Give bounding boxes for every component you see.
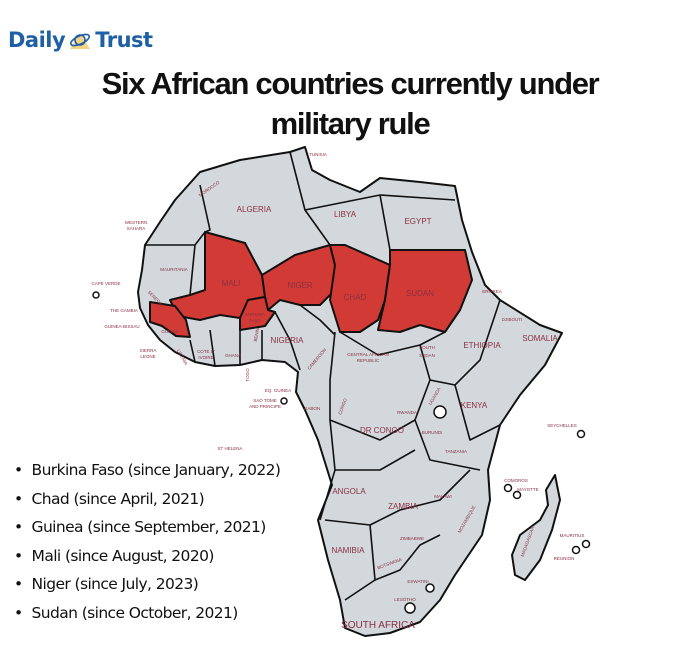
list-item: Sudan (since October, 2021) <box>14 599 280 628</box>
label-south-africa: SOUTH AFRICA <box>341 620 415 631</box>
label-namibia: NAMIBIA <box>332 546 366 555</box>
label-libya: LIBYA <box>334 210 357 219</box>
label-mayotte: MAYOTTE <box>517 487 538 492</box>
burkina-faso-region <box>239 296 276 331</box>
list-item: Mali (since August, 2020) <box>14 542 280 571</box>
label-benin: BENIN <box>253 328 260 342</box>
sudan-region <box>377 249 473 333</box>
logo-text-trust: Trust <box>95 28 153 52</box>
reunion-island <box>571 545 581 555</box>
label-mauritius: MAURITIUS <box>560 533 585 538</box>
title-line-1: Six African countries currently under <box>101 66 600 101</box>
guinea-region <box>149 301 191 338</box>
label-tunisia: TUNISIA <box>309 152 327 157</box>
sao-tome-island <box>280 397 288 405</box>
label-malawi: MALAWI <box>434 494 452 499</box>
label-mauritania: MAURITANIA <box>160 267 187 272</box>
label-zimbabwe: ZIMBABWE <box>400 536 424 541</box>
list-item: Burkina Faso (since January, 2022) <box>14 456 281 485</box>
label-guinea: GUINEA <box>161 329 178 334</box>
label-rwanda: RWANDA <box>397 410 417 415</box>
label-eq-guinea: EQ. GUINEA <box>265 388 291 393</box>
label-reunion: REUNION <box>554 556 575 561</box>
label-south-sudan-1: SOUTH <box>419 345 435 350</box>
label-congo: CONGO <box>337 397 348 415</box>
label-somalia: SOMALIA <box>522 334 558 343</box>
label-mali: MALI <box>222 279 241 288</box>
label-car-1: CENTRAL AFRICAN <box>347 352 389 357</box>
label-cote-1: COTE D' <box>197 349 215 354</box>
label-cote-2: IVOIRE <box>198 355 213 360</box>
seychelles-island <box>576 429 586 439</box>
lake-victoria <box>433 405 447 419</box>
lesotho-outline <box>404 602 416 614</box>
label-zambia: ZAMBIA <box>388 502 418 511</box>
label-western-sahara-1: WESTERN <box>125 220 148 225</box>
comoros-island <box>503 483 513 493</box>
label-burkina-1: BURKINA <box>245 312 265 317</box>
label-st-helena: ST HELENA <box>218 446 243 451</box>
mauritius-island <box>581 539 591 549</box>
page-title: Six African countries currently under mi… <box>20 64 680 144</box>
label-south-sudan-2: SUDAN <box>419 353 435 358</box>
mayotte-island <box>512 490 522 500</box>
label-sao-tome-2: AND PRINCIPE <box>249 404 281 409</box>
label-ethiopia: ETHIOPIA <box>463 341 501 350</box>
label-guinea-bissau: GUINEA-BISSAU <box>104 324 139 329</box>
madagascar <box>511 474 561 581</box>
label-algeria: ALGERIA <box>237 205 272 214</box>
label-sudan: SUDAN <box>406 289 434 298</box>
label-cape-verde: CAPE VERDE <box>91 281 120 286</box>
label-seychelles: SEYCHELLES <box>547 423 577 428</box>
label-car-2: REPUBLIC <box>357 358 380 363</box>
cape-verde-island <box>92 291 100 299</box>
list-item: Niger (since July, 2023) <box>14 570 280 599</box>
label-sierra-leone-2: LEONE <box>140 354 155 359</box>
label-lesotho: LESOTHO <box>394 597 416 602</box>
label-nigeria: NIGERIA <box>271 336 305 345</box>
label-ghana: GHANA <box>225 353 241 358</box>
label-the-gambia: THE GAMBIA <box>110 308 138 313</box>
eswatini-outline <box>425 583 435 593</box>
label-djibouti: DJIBOUTI <box>502 317 523 322</box>
list-item: Chad (since April, 2021) <box>14 485 280 514</box>
label-burundi: BURUNDI <box>422 430 443 435</box>
label-sierra-leone-1: SIERRA <box>140 348 157 353</box>
military-rule-list: Burkina Faso (since January, 2022) Chad … <box>14 456 281 628</box>
label-gabon: GABON <box>304 406 320 411</box>
list-item: Guinea (since September, 2021) <box>14 513 280 542</box>
label-tanzania: TANZANIA <box>445 449 467 454</box>
label-kenya: KENYA <box>461 401 488 410</box>
label-sao-tome-1: SAO TOME <box>253 398 277 403</box>
label-burkina-2: FASO <box>249 318 262 323</box>
label-eswatini: ESWATINI <box>407 579 428 584</box>
daily-trust-logo: Daily Trust <box>8 28 153 52</box>
logo-text-daily: Daily <box>8 28 66 52</box>
label-togo: TOGO <box>245 368 250 382</box>
label-niger: NIGER <box>287 281 313 290</box>
chad-region <box>329 244 391 333</box>
label-comoros: COMOROS <box>504 478 528 483</box>
label-eritrea: ERITREA <box>482 289 502 294</box>
label-western-sahara-2: SAHARA <box>127 226 146 231</box>
label-egypt: EGYPT <box>404 217 431 226</box>
globe-logo-icon <box>70 33 91 49</box>
title-line-2: military rule <box>270 106 431 141</box>
label-dr-congo: DR CONGO <box>360 426 404 435</box>
internal-borders <box>145 151 501 601</box>
label-angola: ANGOLA <box>332 487 366 496</box>
label-chad: CHAD <box>344 293 367 302</box>
